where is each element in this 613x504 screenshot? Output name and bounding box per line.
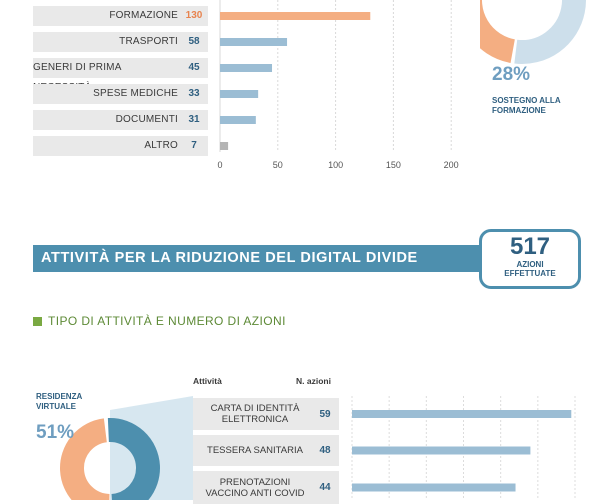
badge-label-line1: AZIONI [516,260,544,269]
activity-label: CARTA DI IDENTITÀ ELETTRONICA [199,398,311,430]
top-donut-caption: SOSTEGNO ALLA FORMAZIONE [492,96,561,115]
activity-label: PRENOTAZIONI VACCINO ANTI COVID [199,471,311,504]
value-label: 130 [185,10,203,21]
bottom-graphics-svg [60,396,576,500]
category-label: ALTRO [144,140,178,151]
top-donut-percent: 28% [492,64,531,85]
category-label: SPESE MEDICHE [93,88,178,99]
x-tick-label: 100 [328,160,344,170]
category-label-box: TRASPORTI 58 [33,32,208,52]
top-chart-svg [219,0,452,152]
activity-label-line: ELETTRONICA [221,414,289,425]
x-tick-label: 200 [443,160,459,170]
category-label: TRASPORTI [119,36,178,47]
activity-label-box: CARTA DI IDENTITÀ ELETTRONICA 59 [193,398,339,430]
bar-trasporti [220,38,288,46]
green-square-icon [33,317,42,326]
value-label: 7 [191,140,197,151]
subtitle-text: TIPO DI ATTIVITÀ E NUMERO DI AZIONI [48,314,286,328]
value-label: 31 [188,114,200,125]
badge-number: 517 [509,233,551,260]
category-label-box: SPESE MEDICHE 33 [33,84,208,104]
activity-label-line: CARTA DI IDENTITÀ [210,403,300,414]
x-tick-label: 150 [385,160,401,170]
donut-slice-other [60,418,111,500]
bottom-donut-label-line1: RESIDENZA [36,392,83,401]
top-donut: 28% SOSTEGNO ALLA FORMAZIONE [480,0,613,130]
bottom-donut-label: RESIDENZA VIRTUALE [36,392,82,412]
value-label: 58 [188,36,200,47]
activity-label: TESSERA SANITARIA [199,435,311,466]
bar-generi-di-prima-necessita [220,64,273,72]
x-tick-label: 50 [272,160,283,170]
bar-altro [220,142,229,150]
category-label: DOCUMENTI [115,114,178,125]
bar-tessera-sanitaria [352,446,531,455]
section-banner: ATTIVITÀ PER LA RIDUZIONE DEL DIGITAL DI… [33,245,488,272]
activity-label-line: VACCINO ANTI COVID [205,487,305,499]
value-label: 44 [319,482,331,493]
value-label: 45 [188,62,200,73]
bar-documenti [220,116,256,124]
header-actions: N. azioni [296,376,331,386]
value-label: 48 [319,445,331,456]
bar-carta-di-identita-elettronica [352,410,572,418]
bottom-donut-label-line2: VIRTUALE [36,402,76,411]
activity-label-box: PRENOTAZIONI VACCINO ANTI COVID 44 [193,471,339,504]
category-label-box: FORMAZIONE 130 [33,6,208,26]
activity-label-line: TESSERA SANITARIA [207,445,303,456]
section-subtitle: TIPO DI ATTIVITÀ E NUMERO DI AZIONI [33,314,286,328]
category-label-box: ALTRO 7 [33,136,208,156]
activity-label-box: TESSERA SANITARIA 48 [193,435,339,466]
banner-title: ATTIVITÀ PER LA RIDUZIONE DEL DIGITAL DI… [41,250,418,266]
value-label: 33 [188,88,200,99]
bottom-donut-percent: 51% [36,422,75,443]
bar-formazione [220,12,371,20]
bar-prenotazioni-vaccino-anti-covid [352,483,516,492]
activity-label-line: PRENOTAZIONI [219,476,291,488]
donut-slice-formazione [480,0,516,63]
top-bar-chart: FORMAZIONE 130 TRASPORTI 58 GENERI DI PRIMA … [0,0,613,180]
donut-slice-other [514,0,586,64]
top-donut-svg [480,0,586,64]
category-label: FORMAZIONE [109,10,178,21]
category-label-box: DOCUMENTI 31 [33,110,208,130]
bar-spese-mediche [220,90,259,98]
value-label: 59 [319,408,331,420]
header-activity: Attività [193,376,222,386]
category-label-box: GENERI DI PRIMA NECESSITÀ45 [33,58,208,93]
x-tick-label: 0 [217,160,223,170]
donut-slice-residenza-virtuale [107,418,160,500]
actions-badge: 517 AZIONI EFFETTUATE [479,229,581,289]
badge-label-line2: EFFETTUATE [504,269,556,278]
